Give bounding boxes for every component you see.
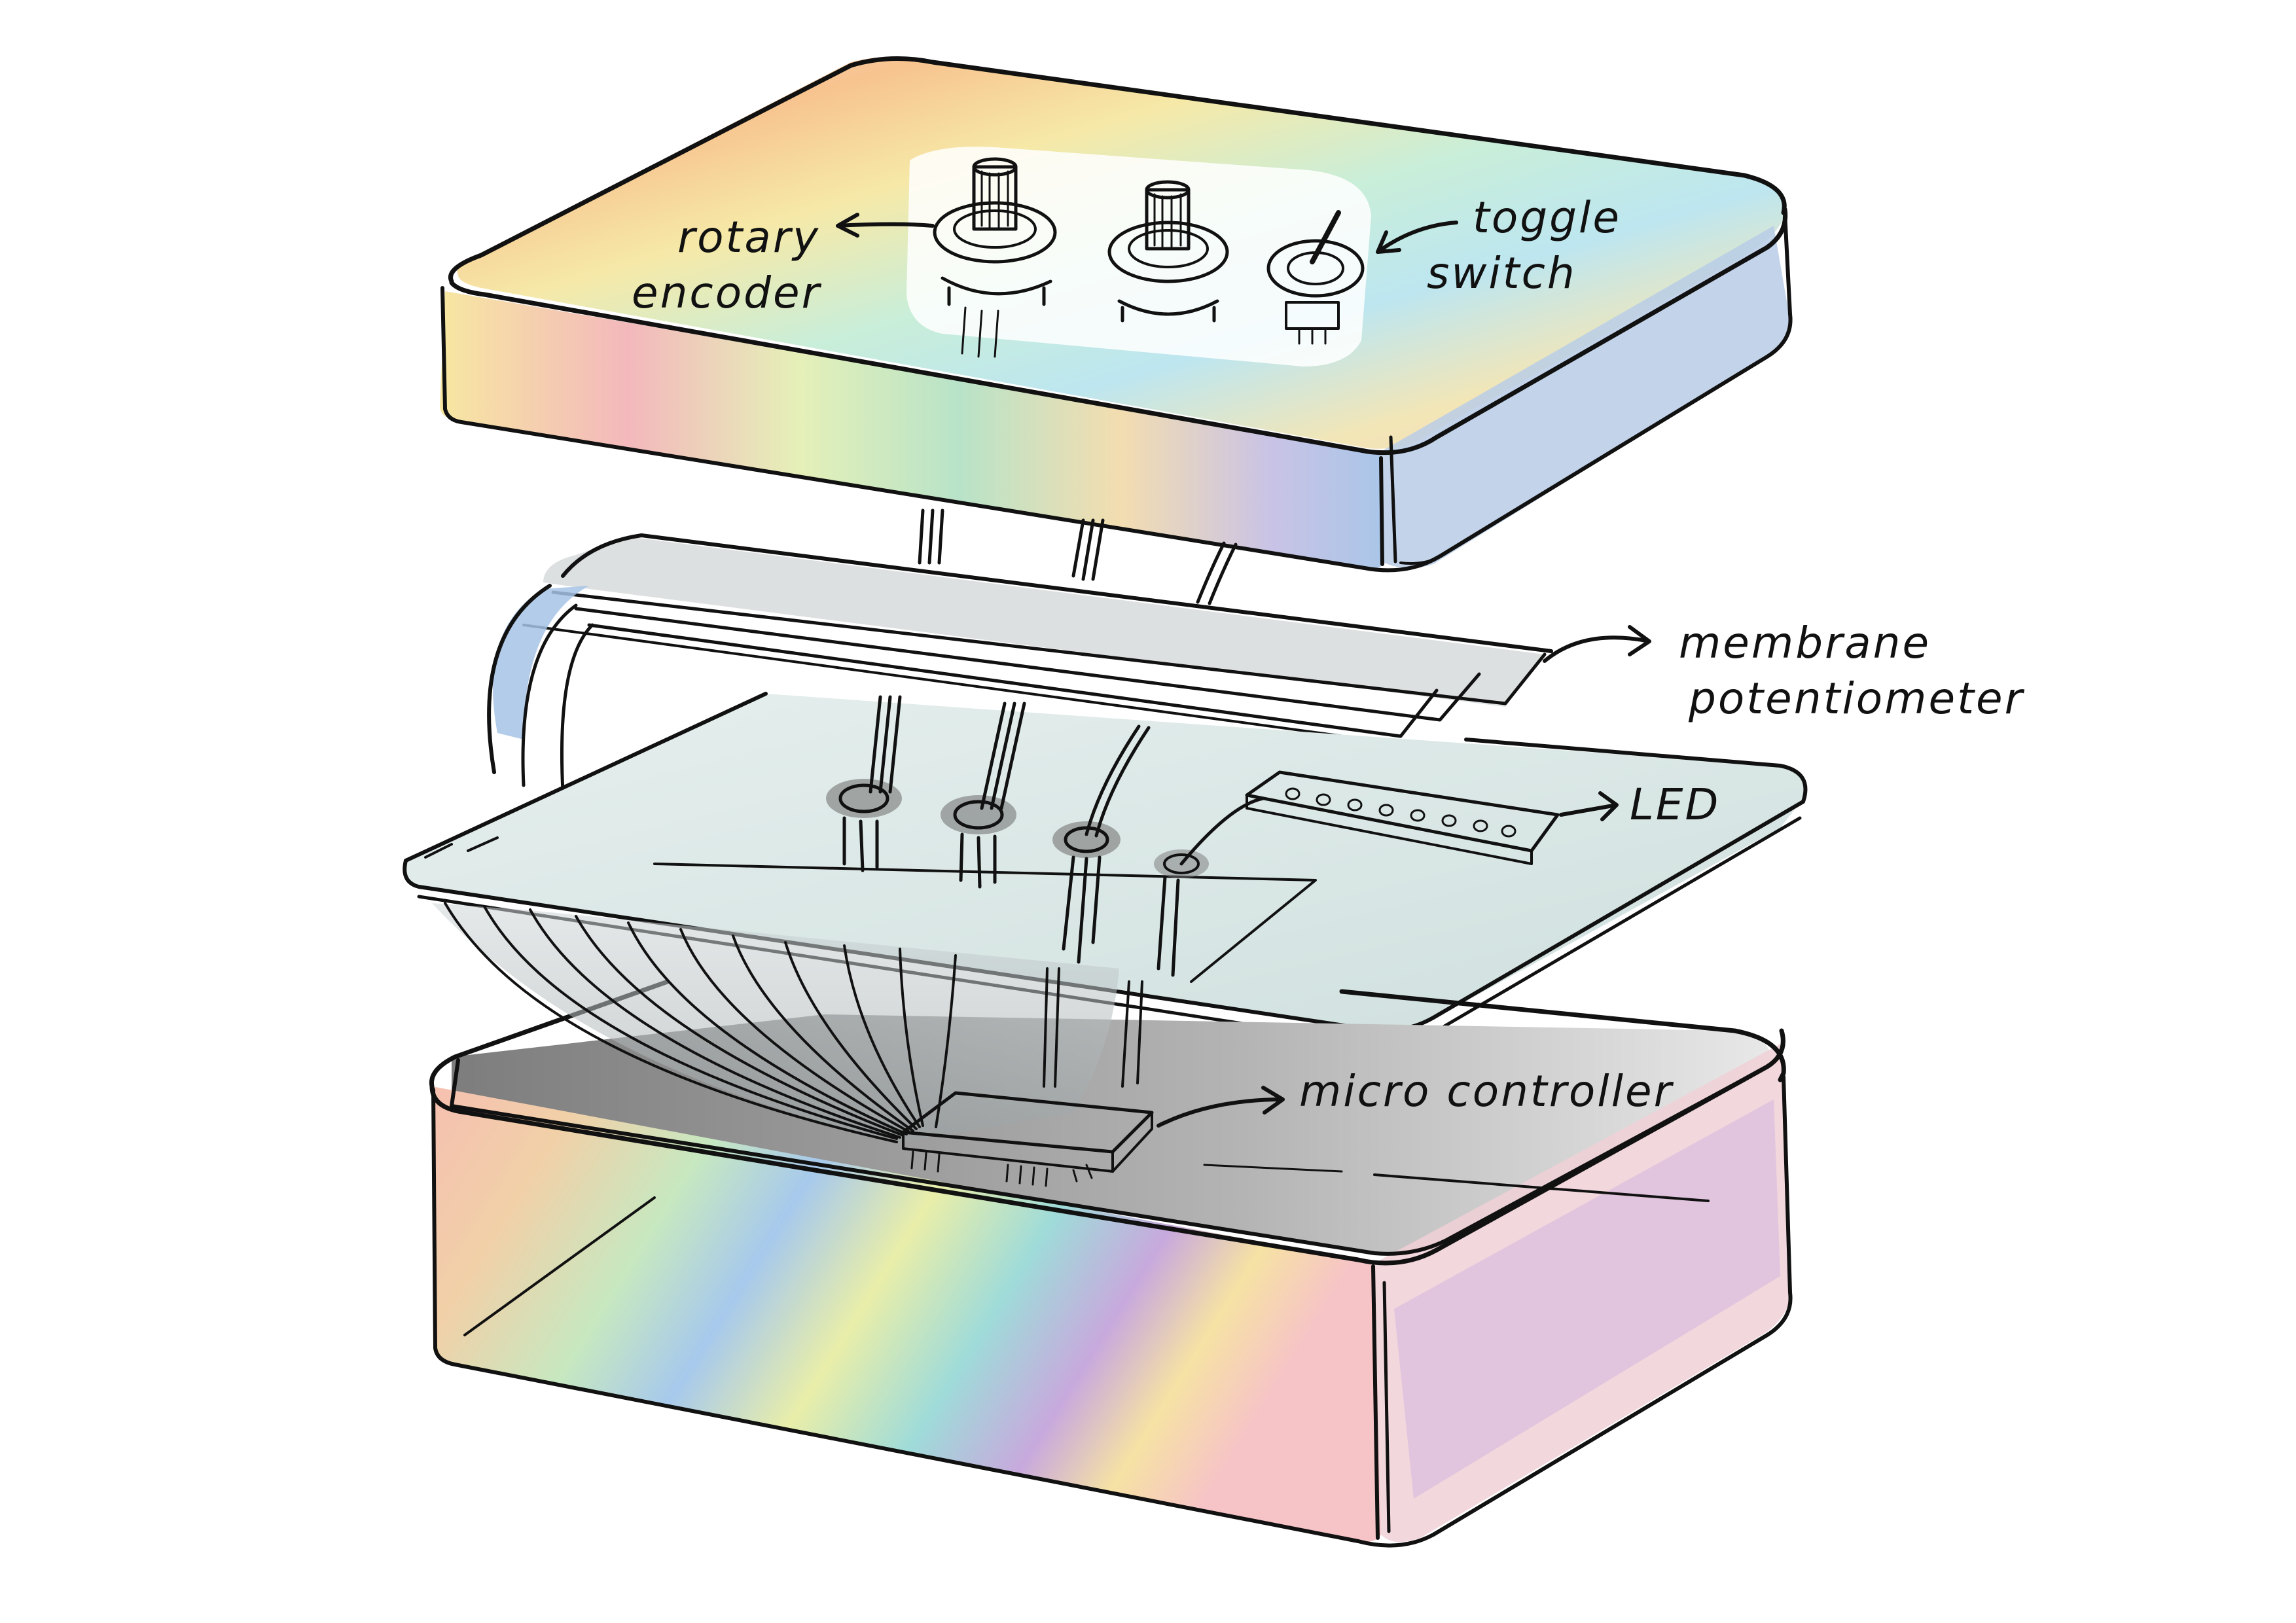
- rotary-encoder-label-line2: encoder: [632, 268, 822, 318]
- led-dot: [1285, 787, 1300, 800]
- led-dot: [1501, 825, 1516, 838]
- lid-right-face: [1381, 226, 1791, 569]
- led-strip: [1245, 770, 1560, 865]
- micro-controller-label: micro controller: [1299, 1066, 1674, 1116]
- board-wires: [842, 695, 1265, 977]
- membrane-label-line1: membrane: [1679, 618, 1931, 668]
- membrane-potentiometer: [470, 533, 1651, 865]
- toggle-switch-label-line2: switch: [1427, 248, 1577, 298]
- microcontroller-arrow: [1157, 1086, 1285, 1128]
- led-dot: [1473, 819, 1488, 832]
- toggle-switch-arrow: [1376, 221, 1458, 254]
- tray-front-face: [432, 1086, 1381, 1543]
- lid-wires: [918, 508, 1238, 605]
- led-arrow: [1559, 791, 1619, 821]
- lid-front-face: [440, 291, 1384, 569]
- control-panel-area: [906, 147, 1371, 366]
- membrane-arrow: [1543, 625, 1651, 663]
- wire-fan: [432, 902, 1143, 1143]
- led-dot: [1410, 809, 1426, 822]
- led-dot: [1441, 814, 1457, 827]
- led-label: LED: [1630, 779, 1720, 830]
- led-dot: [1316, 793, 1331, 806]
- tray-right-face: [1374, 1044, 1790, 1543]
- led-dot: [1378, 804, 1394, 817]
- rotary-encoder-2: [1107, 180, 1229, 323]
- microcontroller: [901, 1086, 1285, 1187]
- rotary-encoder-label-line1: rotary: [677, 212, 820, 262]
- toggle-switch-label-line1: toggle: [1473, 192, 1621, 243]
- rotary-encoder-arrow: [836, 213, 935, 238]
- rotary-encoder-1: [933, 157, 1057, 358]
- top-lid: [440, 56, 1793, 573]
- membrane-label-line2: potentiometer: [1688, 673, 2025, 724]
- toggle-switch: [1266, 210, 1365, 345]
- labels: rotary encoder toggle switch membrane po…: [632, 192, 2025, 1116]
- led-dot: [1347, 798, 1363, 812]
